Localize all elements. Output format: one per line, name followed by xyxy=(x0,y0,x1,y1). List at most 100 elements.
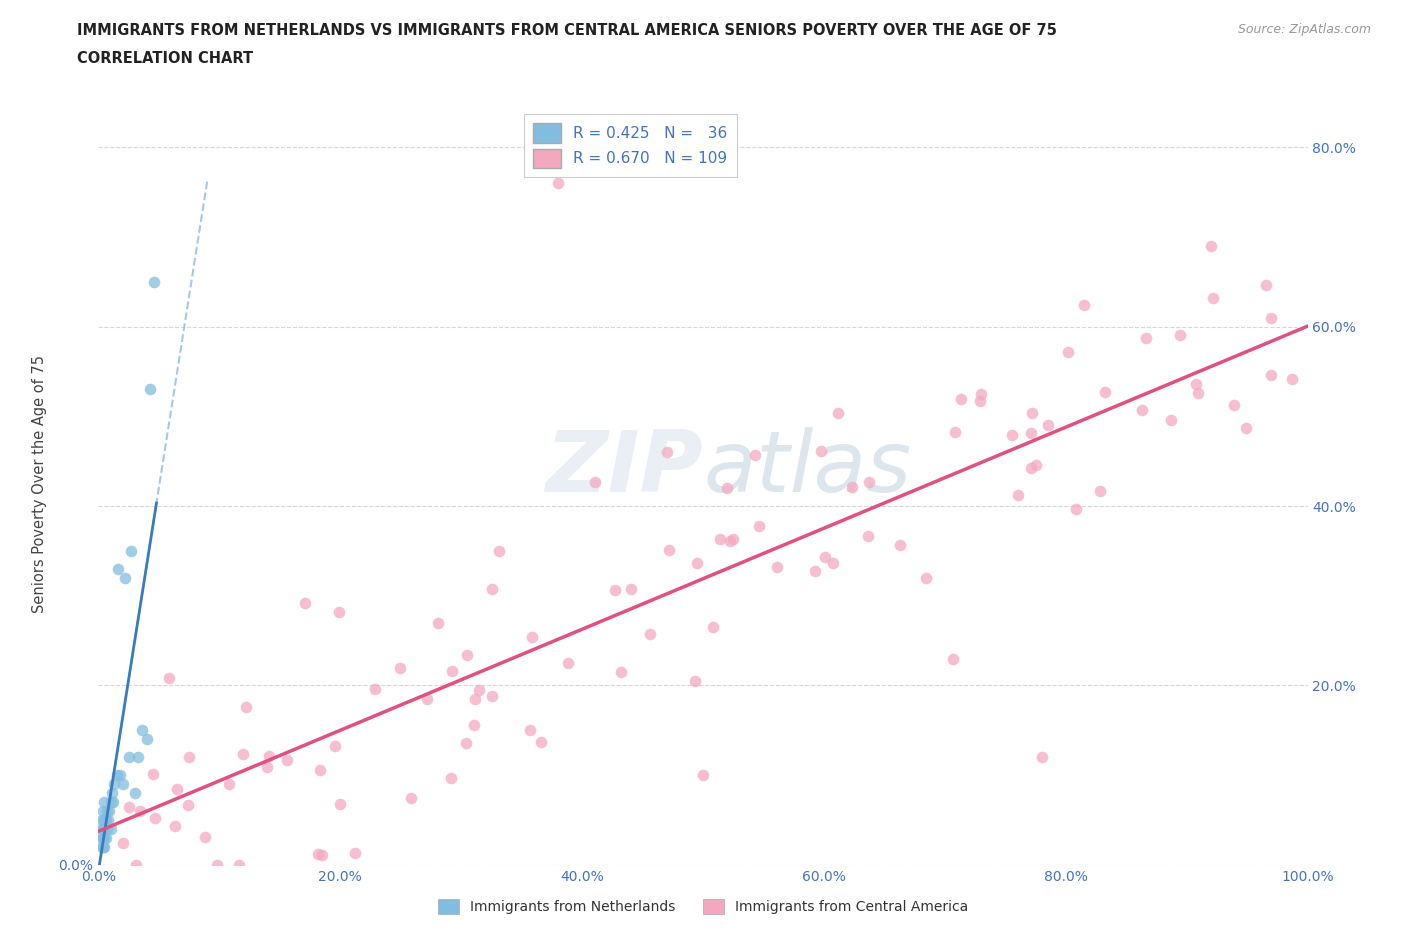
Point xyxy=(415,692,437,707)
Point xyxy=(91,813,114,828)
Text: IMMIGRANTS FROM NETHERLANDS VS IMMIGRANTS FROM CENTRAL AMERICA SENIORS POVERTY O: IMMIGRANTS FROM NETHERLANDS VS IMMIGRANT… xyxy=(77,23,1057,38)
Point xyxy=(1281,372,1303,387)
Point xyxy=(166,781,188,796)
Point xyxy=(401,791,423,806)
Point xyxy=(100,786,122,801)
Point xyxy=(235,699,257,714)
Point xyxy=(107,562,129,577)
Legend: R = 0.425   N =   36, R = 0.670   N = 109: R = 0.425 N = 36, R = 0.670 N = 109 xyxy=(524,113,737,178)
Point xyxy=(388,660,411,675)
Point xyxy=(118,800,141,815)
Point xyxy=(889,538,911,552)
Point xyxy=(557,656,579,671)
Point xyxy=(709,532,731,547)
Point xyxy=(94,813,117,828)
Point xyxy=(810,444,832,458)
Point xyxy=(841,479,863,494)
Point xyxy=(685,674,707,689)
Point xyxy=(943,424,966,439)
Point xyxy=(1090,483,1112,498)
Point xyxy=(129,804,152,818)
Point xyxy=(547,176,569,191)
Point xyxy=(1185,377,1208,392)
Point xyxy=(609,665,631,680)
Point xyxy=(124,786,146,801)
Y-axis label: Seniors Poverty Over the Age of 75: Seniors Poverty Over the Age of 75 xyxy=(32,354,48,613)
Point xyxy=(456,647,478,662)
Point xyxy=(1031,750,1053,764)
Point xyxy=(309,763,332,777)
Point xyxy=(720,534,742,549)
Point xyxy=(744,447,766,462)
Text: CORRELATION CHART: CORRELATION CHART xyxy=(77,51,253,66)
Point xyxy=(481,582,503,597)
Point xyxy=(467,682,489,697)
Point xyxy=(294,595,316,610)
Point xyxy=(1025,458,1047,472)
Point xyxy=(530,734,553,749)
Point xyxy=(135,732,157,747)
Point xyxy=(218,777,240,791)
Point xyxy=(127,750,149,764)
Point xyxy=(125,857,148,872)
Point xyxy=(108,768,131,783)
Point xyxy=(1001,427,1024,442)
Point xyxy=(692,768,714,783)
Point xyxy=(101,794,124,809)
Point xyxy=(93,830,115,845)
Point xyxy=(686,556,709,571)
Point xyxy=(105,768,128,783)
Point xyxy=(456,736,478,751)
Point xyxy=(94,813,117,828)
Point xyxy=(914,570,936,585)
Point xyxy=(520,629,543,644)
Point xyxy=(91,821,114,836)
Point xyxy=(814,550,837,565)
Point xyxy=(232,747,254,762)
Point xyxy=(1130,403,1153,418)
Point xyxy=(638,627,661,642)
Point xyxy=(118,750,141,764)
Point xyxy=(111,777,134,791)
Point xyxy=(97,813,120,828)
Point xyxy=(91,804,114,818)
Point xyxy=(702,619,724,634)
Point xyxy=(766,559,789,574)
Point xyxy=(228,857,250,872)
Point xyxy=(821,556,844,571)
Point xyxy=(1187,386,1209,401)
Point xyxy=(100,794,122,809)
Point xyxy=(1223,398,1246,413)
Point xyxy=(364,681,387,696)
Point xyxy=(91,840,114,855)
Point xyxy=(1073,298,1095,312)
Point xyxy=(658,543,681,558)
Point xyxy=(969,387,991,402)
Point xyxy=(257,749,280,764)
Text: Source: ZipAtlas.com: Source: ZipAtlas.com xyxy=(1237,23,1371,36)
Point xyxy=(1260,311,1282,325)
Legend: Immigrants from Netherlands, Immigrants from Central America: Immigrants from Netherlands, Immigrants … xyxy=(433,896,973,919)
Point xyxy=(605,583,627,598)
Point xyxy=(1135,330,1157,345)
Point xyxy=(427,616,450,631)
Point xyxy=(91,830,114,845)
Point xyxy=(463,717,485,732)
Point xyxy=(114,570,136,585)
Point xyxy=(329,797,352,812)
Point xyxy=(969,394,991,409)
Point xyxy=(1199,238,1222,253)
Point xyxy=(91,830,114,845)
Point xyxy=(1019,460,1042,475)
Point xyxy=(344,845,367,860)
Point xyxy=(91,840,114,855)
Point xyxy=(1170,327,1192,342)
Point xyxy=(803,564,825,578)
Text: ZIP: ZIP xyxy=(546,427,703,510)
Point xyxy=(858,474,880,489)
Point xyxy=(103,777,125,791)
Point xyxy=(98,804,121,818)
Point xyxy=(1094,384,1116,399)
Point xyxy=(143,274,166,289)
Point xyxy=(620,581,643,596)
